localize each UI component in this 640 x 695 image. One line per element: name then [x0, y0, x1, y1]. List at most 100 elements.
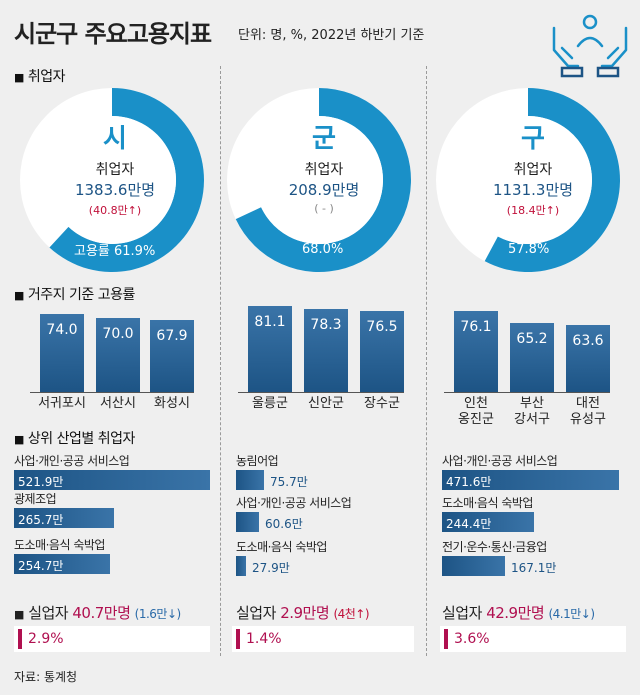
section-employed: ■ 취업자: [14, 69, 66, 85]
unemp-si-rate: 2.9%: [28, 631, 64, 647]
donut-gu-employed: 1131.3만명: [492, 181, 574, 199]
unemp-si: ■ 실업자 40.7만명 (1.6만↓): [14, 604, 182, 622]
donut-0-hole: [48, 116, 176, 244]
section-industry-label: 상위 산업별 취업자: [27, 431, 135, 447]
industry-bar-value: 167.1만: [511, 561, 557, 575]
unemp-gun-prefix: 실업자: [236, 604, 276, 622]
rate-bar-category: 서산시: [100, 396, 136, 411]
donut-slice-구: [484, 88, 620, 272]
unemp-gun-count: 2.9만명: [280, 604, 330, 622]
unemp-gu-prefix: 실업자: [442, 604, 482, 622]
rate-bar-value: 70.0: [102, 326, 134, 342]
section-residence-rate-label: 거주지 기준 고용률: [27, 287, 135, 303]
rate-bar-value: 76.5: [366, 319, 398, 335]
rate-bar-category: 신안군: [308, 396, 344, 411]
unemp-gu-rate: 3.6%: [454, 631, 490, 647]
donut-gun-employed: 208.9만명: [288, 181, 360, 199]
rate-bar-value: 63.6: [572, 333, 604, 349]
section-industry: ■ 상위 산업별 취업자: [14, 431, 135, 447]
donut-gun-name: 군: [312, 124, 336, 154]
employment-donut-charts: [20, 88, 620, 272]
page-title: 시군구 주요고용지표: [14, 20, 212, 48]
donut-gu-name: 구: [521, 124, 545, 154]
industry-label: 사업·개인·공공 서비스업: [442, 454, 558, 468]
donut-si-name: 시: [103, 124, 127, 154]
rate-bar: 81.1: [248, 306, 292, 392]
unemp-si-change: (1.6만↓): [134, 607, 182, 621]
unemp-gun-change: (4천↑): [333, 607, 370, 621]
donut-2-hole: [464, 116, 592, 244]
unemp-gu: 실업자 42.9만명 (4.1만↓): [442, 602, 595, 623]
industry-bar-value: 265.7만: [18, 513, 64, 527]
rate-bar: 67.9: [150, 320, 194, 392]
rate-bar: 63.6: [566, 325, 610, 392]
rate-bar-category: 서귀포시: [38, 396, 86, 411]
rate-bar: 78.3: [304, 309, 348, 392]
rate-bar: 76.5: [360, 311, 404, 392]
rate-bar-value: 74.0: [46, 322, 78, 338]
industry-label: 사업·개인·공공 서비스업: [236, 496, 352, 510]
donut-si-employed: 1383.6만명: [74, 181, 156, 199]
industry-bar-value: 27.9만: [252, 561, 290, 575]
industry-label: 광제조업: [14, 492, 57, 506]
industry-bar-value: 60.6만: [265, 517, 303, 531]
section-employed-label: 취업자: [27, 69, 66, 85]
unemp-si-rate-box: 2.9%: [14, 626, 210, 652]
industry-bar-value: 254.7만: [18, 559, 64, 573]
industry-bar: [442, 512, 534, 532]
donut-gun-change: ( - ): [314, 202, 334, 215]
donut-si-rate: 고용률 61.9%: [74, 244, 156, 259]
rate-bar-value: 65.2: [516, 331, 548, 347]
industry-label: 전기·운수·통신·금융업: [442, 540, 547, 554]
donut-slice-시: [49, 88, 204, 272]
rate-axis: [238, 392, 404, 393]
donut-gun-label: 취업자: [304, 162, 344, 178]
industry-label: 도소매·음식 숙박업: [236, 540, 327, 554]
column-divider: [220, 66, 221, 656]
rate-bar-category: 장수군: [364, 396, 400, 411]
industry-bar: [14, 554, 110, 574]
rate-bar: 65.2: [510, 323, 554, 392]
donut-si-text: 시 취업자 1383.6만명 (40.8만↑): [40, 118, 190, 218]
unemp-gu-change: (4.1만↓): [548, 607, 595, 621]
unemp-gun-rate: 1.4%: [246, 631, 282, 647]
donut-gu-change: (18.4만↑): [506, 204, 560, 217]
rate-bar-category: 인천 옹진군: [458, 396, 494, 427]
rate-bar-value: 76.1: [460, 319, 492, 335]
rate-bar: 76.1: [454, 311, 498, 392]
rate-bar: 74.0: [40, 314, 84, 392]
industry-label: 농림어업: [236, 454, 279, 468]
industry-bar-value: 521.9만: [18, 475, 64, 489]
rate-bar-category: 화성시: [154, 396, 190, 411]
rate-axis: [444, 392, 610, 393]
rate-bar-category: 부산 강서구: [514, 396, 550, 427]
donut-gu-label: 취업자: [513, 162, 553, 178]
industry-bar-value: 471.6만: [446, 475, 492, 489]
handshake-people-icon: [552, 14, 628, 78]
unemp-gu-count: 42.9만명: [486, 604, 545, 622]
industry-bar: [442, 556, 505, 576]
unemp-gun: 실업자 2.9만명 (4천↑): [236, 602, 370, 623]
industry-label: 사업·개인·공공 서비스업: [14, 454, 130, 468]
unit-note: 단위: 명, %, 2022년 하반기 기준: [238, 28, 425, 43]
donut-si-change: (40.8만↑): [88, 204, 142, 217]
donut-gu-text: 구 취업자 1131.3만명 (18.4만↑): [458, 118, 608, 218]
donut-gun-text: 군 취업자 208.9만명 ( - ): [249, 118, 399, 215]
unemp-gun-rate-box: 1.4%: [232, 626, 414, 652]
rate-bar-value: 67.9: [156, 328, 188, 344]
rate-bar-category: 울릉군: [252, 396, 288, 411]
industry-bar: [442, 470, 619, 490]
industry-label: 도소매·음식 숙박업: [442, 496, 533, 510]
rate-bar-category: 대전 유성구: [570, 396, 606, 427]
rate-bar-value: 81.1: [254, 314, 286, 330]
industry-bar-value: 244.4만: [446, 517, 492, 531]
donut-si-label: 취업자: [95, 162, 135, 178]
section-residence-rate: ■ 거주지 기준 고용률: [14, 287, 135, 303]
donut-gu-rate: 57.8%: [508, 242, 550, 257]
rate-bar: 70.0: [96, 318, 140, 392]
industry-label: 도소매·음식 숙박업: [14, 538, 105, 552]
industry-bar-value: 75.7만: [270, 475, 308, 489]
column-divider: [426, 66, 427, 656]
industry-bar: [236, 512, 259, 532]
industry-bar: [14, 508, 114, 528]
